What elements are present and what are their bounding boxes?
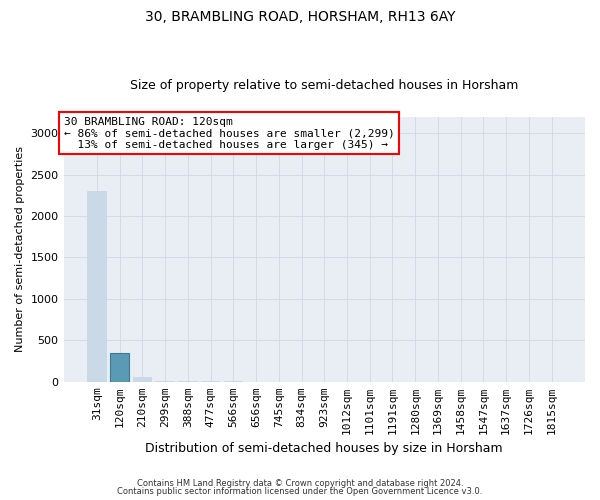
Bar — [133, 378, 152, 382]
Y-axis label: Number of semi-detached properties: Number of semi-detached properties — [15, 146, 25, 352]
Text: Contains public sector information licensed under the Open Government Licence v3: Contains public sector information licen… — [118, 487, 482, 496]
Text: 30, BRAMBLING ROAD, HORSHAM, RH13 6AY: 30, BRAMBLING ROAD, HORSHAM, RH13 6AY — [145, 10, 455, 24]
Bar — [87, 192, 107, 382]
Title: Size of property relative to semi-detached houses in Horsham: Size of property relative to semi-detach… — [130, 79, 518, 92]
Bar — [110, 353, 130, 382]
Text: 30 BRAMBLING ROAD: 120sqm
← 86% of semi-detached houses are smaller (2,299)
  13: 30 BRAMBLING ROAD: 120sqm ← 86% of semi-… — [64, 117, 394, 150]
Text: Contains HM Land Registry data © Crown copyright and database right 2024.: Contains HM Land Registry data © Crown c… — [137, 478, 463, 488]
X-axis label: Distribution of semi-detached houses by size in Horsham: Distribution of semi-detached houses by … — [145, 442, 503, 455]
